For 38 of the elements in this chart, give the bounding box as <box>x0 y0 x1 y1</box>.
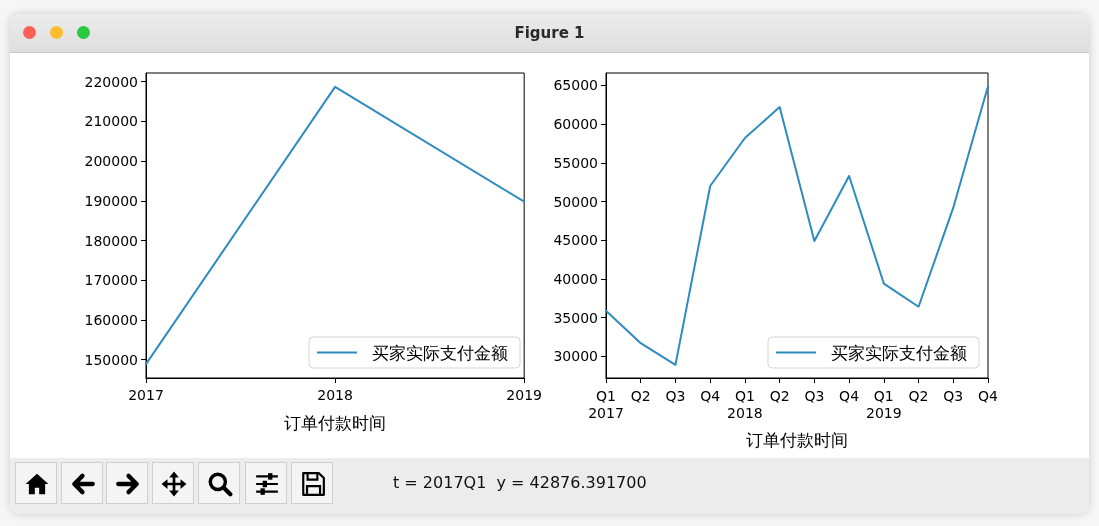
x-tick-label: 2019 <box>506 387 543 403</box>
x-tick-label: Q4 <box>839 387 860 404</box>
x-tick-label: 2017 <box>128 387 164 403</box>
y-tick-label: 30000 <box>553 348 598 365</box>
x-tick-label: Q3 <box>943 387 964 404</box>
y-tick-label: 220000 <box>84 73 138 90</box>
x-tick-label: 2018 <box>317 387 353 403</box>
x-tick-label: Q2 <box>769 387 790 404</box>
legend-label: 买家实际支付金额 <box>372 342 508 363</box>
y-tick-label: 150000 <box>84 351 138 368</box>
x-axis-title: 订单付款时间 <box>284 412 387 433</box>
x-tick-label: Q2 <box>630 387 651 404</box>
x-tick-label: Q1 2019 <box>866 387 902 421</box>
y-tick-label: 180000 <box>84 232 138 249</box>
y-tick-label: 60000 <box>553 116 598 133</box>
y-tick-label: 190000 <box>84 192 138 209</box>
y-tick-label: 50000 <box>553 193 598 210</box>
y-tick-label: 210000 <box>84 113 138 130</box>
legend-label: 买家实际支付金额 <box>831 342 967 363</box>
x-tick-label: Q3 <box>804 387 825 404</box>
y-tick-label: 35000 <box>553 309 598 326</box>
x-tick-label: Q4 <box>700 387 721 404</box>
y-tick-label: 55000 <box>553 154 598 171</box>
x-tick-label: Q2 <box>908 387 929 404</box>
line-series <box>605 85 989 366</box>
y-tick-label: 160000 <box>84 312 138 329</box>
x-tick-label: Q1 2017 <box>588 387 624 421</box>
y-tick-label: 200000 <box>84 153 138 170</box>
x-axis-title: 订单付款时间 <box>746 429 848 450</box>
toolbar: t = 2017Q1 y = 42876.391700 <box>10 458 1089 514</box>
title-bar: Figure 1 <box>10 14 1089 53</box>
x-tick-label: Q4 <box>978 387 999 404</box>
x-tick-label: Q1 2018 <box>727 387 763 421</box>
y-tick-label: 170000 <box>84 272 138 289</box>
y-tick-label: 45000 <box>553 232 598 249</box>
y-tick-label: 40000 <box>553 270 598 287</box>
y-tick-label: 65000 <box>553 77 598 94</box>
x-tick-label: Q3 <box>665 387 686 404</box>
